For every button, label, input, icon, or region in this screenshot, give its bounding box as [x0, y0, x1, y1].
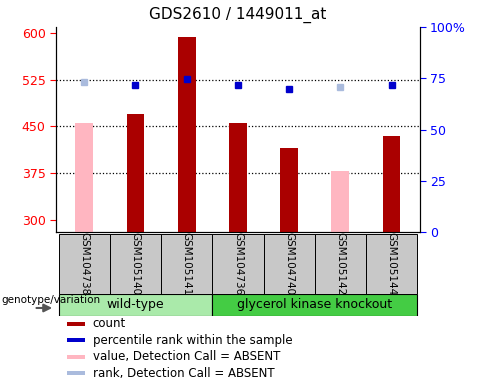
Bar [212, 234, 264, 294]
Text: rank, Detection Call = ABSENT: rank, Detection Call = ABSENT [93, 367, 274, 379]
Text: GSM105140: GSM105140 [130, 232, 141, 296]
Bar [67, 322, 85, 326]
Bar [161, 234, 212, 294]
Text: GSM104740: GSM104740 [284, 232, 294, 296]
Text: GSM105141: GSM105141 [182, 232, 192, 296]
Text: GSM105144: GSM105144 [386, 232, 397, 296]
Text: GSM105142: GSM105142 [335, 232, 346, 296]
Title: GDS2610 / 1449011_at: GDS2610 / 1449011_at [149, 7, 326, 23]
Bar [212, 294, 417, 316]
Bar [75, 123, 93, 232]
Bar [110, 234, 161, 294]
Text: glycerol kinase knockout: glycerol kinase knockout [237, 298, 392, 311]
Bar [59, 234, 110, 294]
Text: genotype/variation: genotype/variation [1, 295, 101, 305]
Bar [264, 234, 315, 294]
Bar [280, 148, 298, 232]
Bar [67, 338, 85, 342]
Bar [59, 294, 212, 316]
Bar [67, 355, 85, 359]
Bar [178, 38, 196, 232]
Bar [315, 234, 366, 294]
Text: value, Detection Call = ABSENT: value, Detection Call = ABSENT [93, 350, 280, 363]
Bar [383, 136, 401, 232]
Text: percentile rank within the sample: percentile rank within the sample [93, 334, 292, 347]
Bar [229, 123, 247, 232]
Text: wild-type: wild-type [107, 298, 164, 311]
Text: GSM104736: GSM104736 [233, 232, 243, 296]
Bar [331, 171, 349, 232]
Bar [366, 234, 417, 294]
Text: count: count [93, 317, 126, 330]
Text: GSM104738: GSM104738 [79, 232, 89, 296]
Bar [67, 371, 85, 375]
Bar [126, 114, 144, 232]
